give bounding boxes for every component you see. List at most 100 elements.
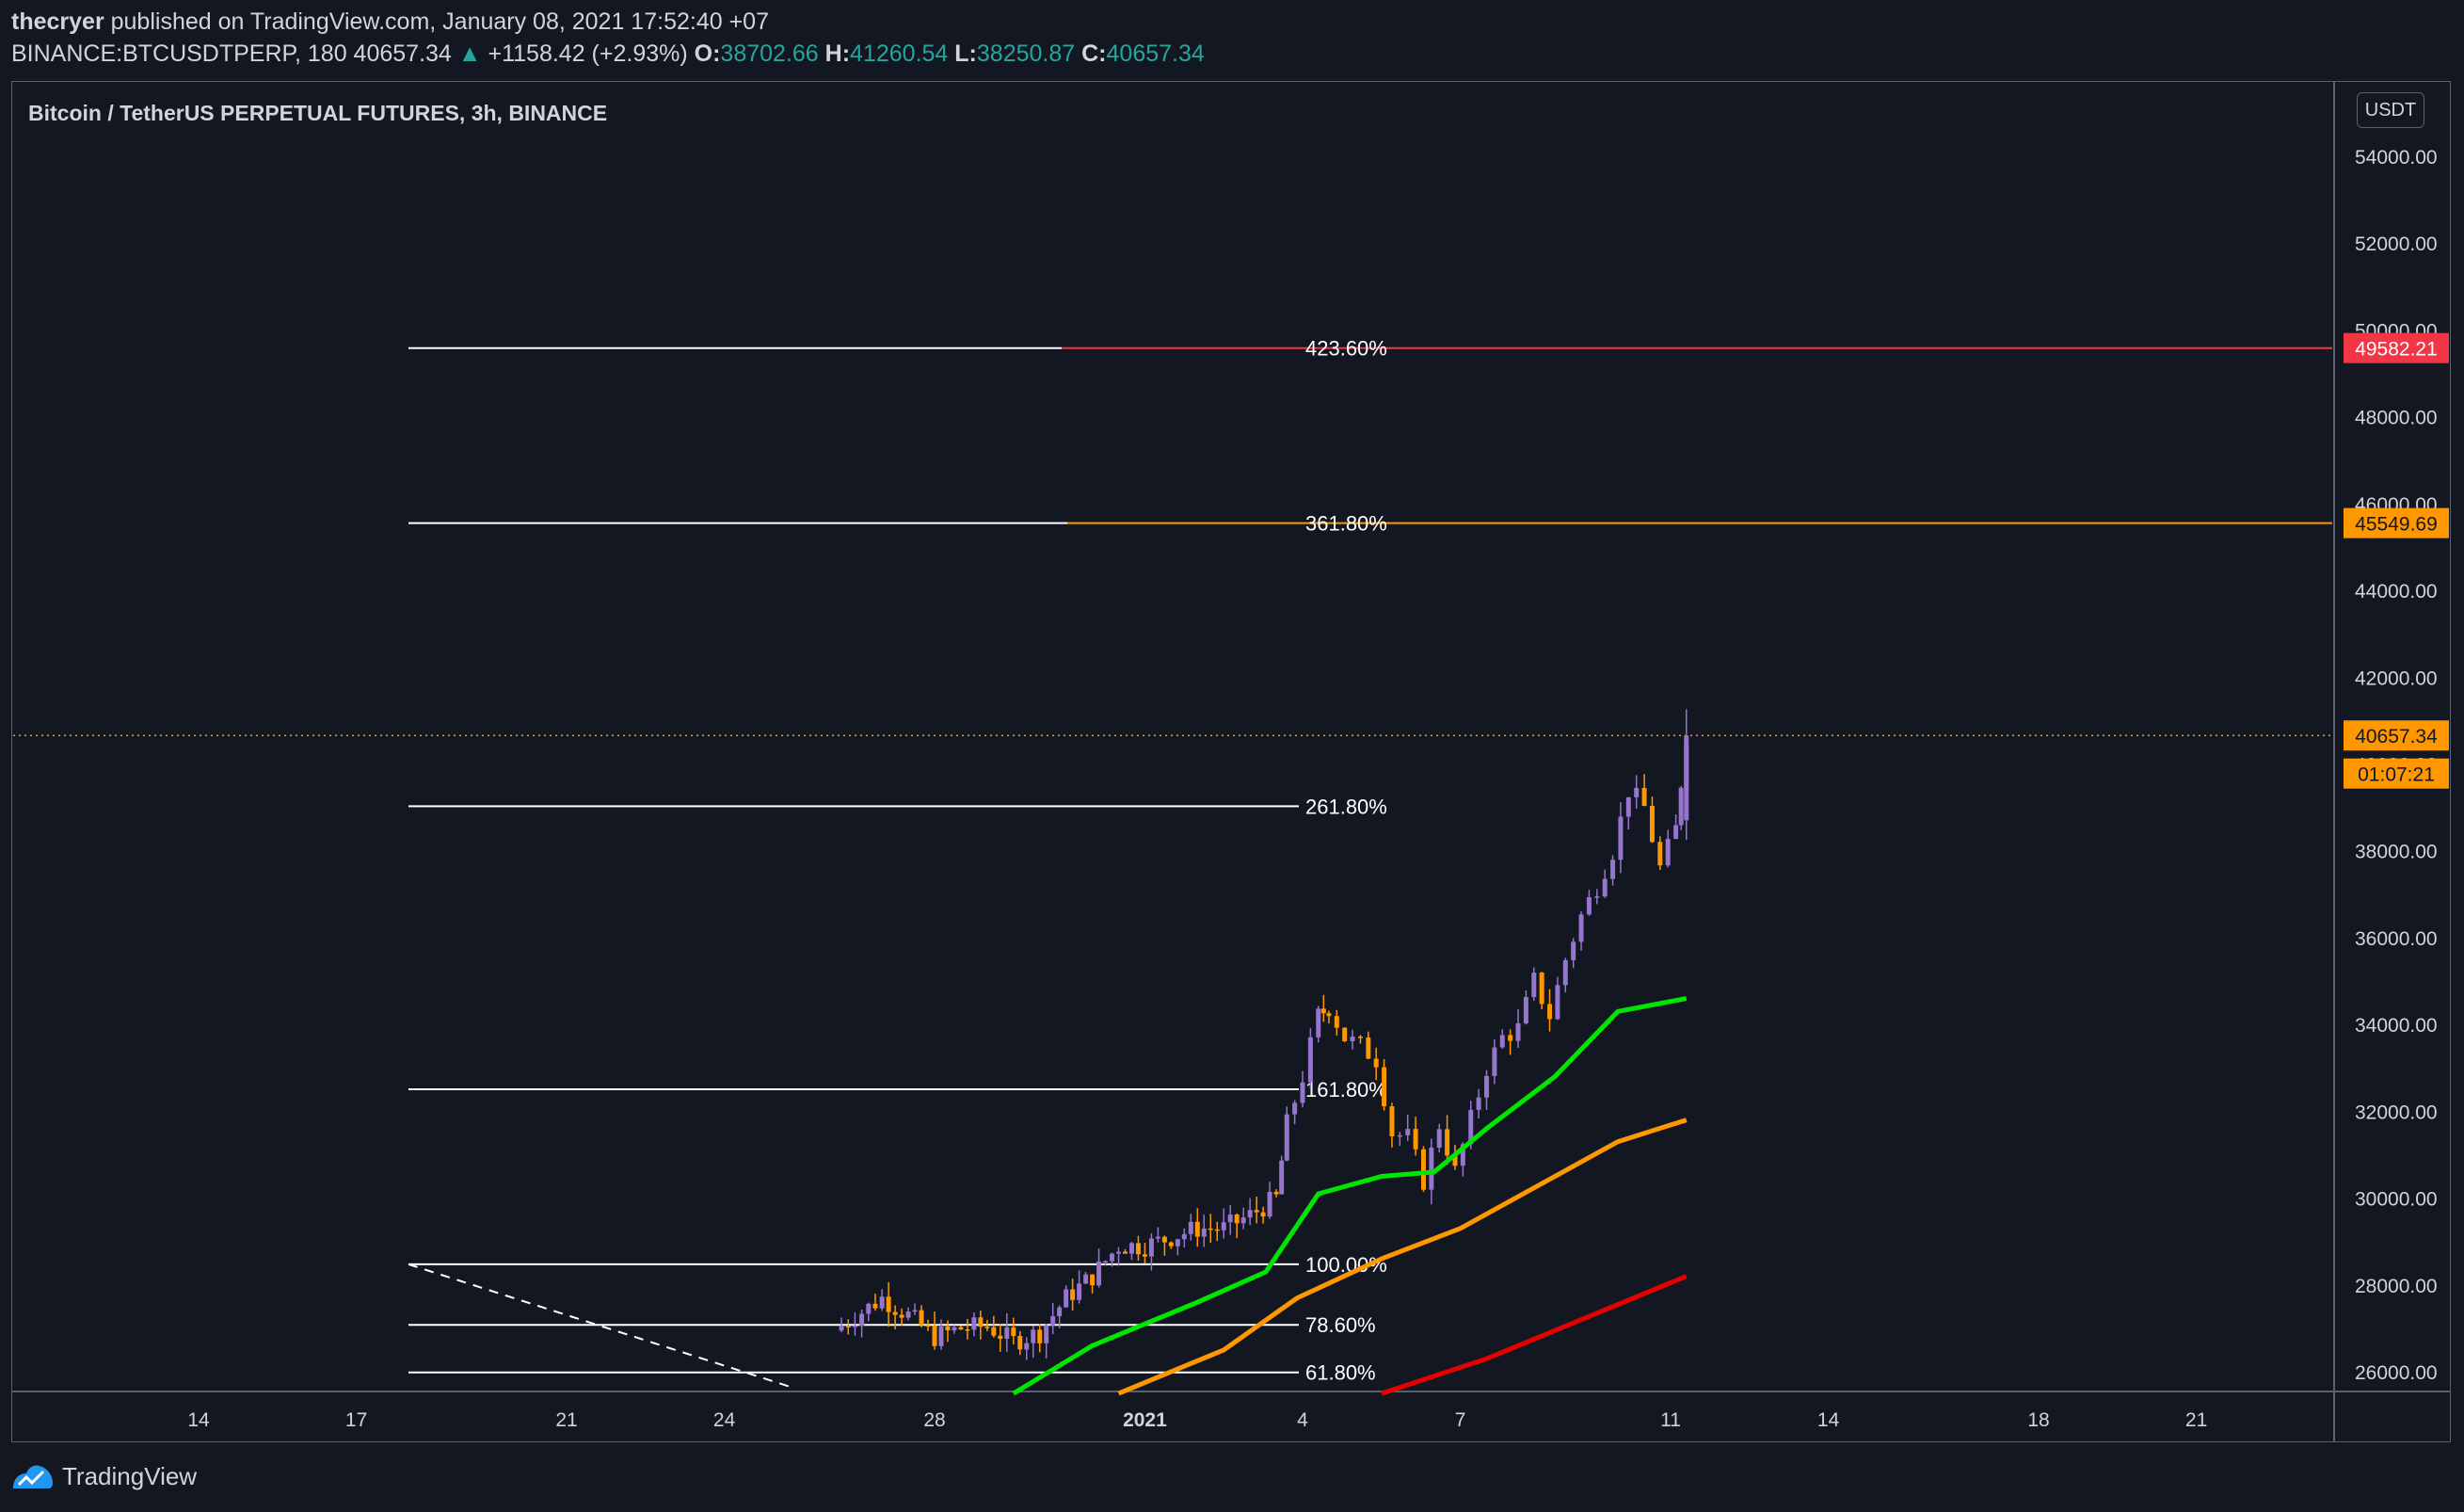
y-tick-label: 32000.00 bbox=[2355, 1102, 2438, 1123]
x-tick-label: 17 bbox=[345, 1409, 367, 1431]
candle-body bbox=[958, 1327, 964, 1330]
candle-body bbox=[1050, 1316, 1056, 1326]
candle-body bbox=[945, 1326, 951, 1331]
candle-body bbox=[1307, 1037, 1313, 1083]
candle-body bbox=[1148, 1238, 1154, 1257]
candle-body bbox=[1602, 878, 1608, 897]
candle-body bbox=[1096, 1261, 1102, 1286]
price-tag-fib-423: 49582.21 bbox=[2344, 332, 2449, 363]
candle-body bbox=[1405, 1129, 1411, 1135]
candle-body bbox=[1397, 1134, 1402, 1137]
candle-body bbox=[1273, 1191, 1279, 1195]
price-tag-countdown: 01:07:21 bbox=[2344, 758, 2449, 789]
candle-body bbox=[1103, 1261, 1109, 1263]
y-tick-label: 34000.00 bbox=[2355, 1015, 2438, 1037]
close-value: 40657.34 bbox=[1106, 40, 1205, 67]
candle-body bbox=[1342, 1027, 1348, 1041]
candle-body bbox=[845, 1326, 851, 1327]
candle-body bbox=[1135, 1243, 1141, 1255]
candle-body bbox=[1142, 1254, 1147, 1257]
candle-body bbox=[1492, 1047, 1497, 1076]
currency-unit-button[interactable]: USDT bbox=[2357, 92, 2424, 128]
candle-body bbox=[1555, 985, 1560, 1020]
fib-label: 161.80% bbox=[1305, 1078, 1387, 1102]
candle-body bbox=[1547, 1004, 1553, 1020]
candle-body bbox=[1011, 1327, 1016, 1337]
candle-body bbox=[1326, 1013, 1332, 1017]
price-tag-bg bbox=[2344, 332, 2449, 363]
candle-body bbox=[1523, 997, 1528, 1023]
candle-body bbox=[1267, 1191, 1272, 1217]
candle-body bbox=[1586, 897, 1592, 915]
x-tick-label: 11 bbox=[1660, 1409, 1681, 1431]
high-label: H: bbox=[824, 40, 851, 67]
candle-body bbox=[1684, 735, 1689, 821]
candle-body bbox=[1201, 1228, 1207, 1237]
candle-body bbox=[1168, 1242, 1174, 1247]
ema-slow-line bbox=[1381, 1274, 1688, 1396]
y-tick-label: 48000.00 bbox=[2355, 408, 2438, 429]
candle-body bbox=[938, 1326, 944, 1346]
candle-body bbox=[1292, 1102, 1298, 1115]
y-tick-label: 30000.00 bbox=[2355, 1189, 2438, 1211]
candle-body bbox=[1413, 1129, 1418, 1150]
candle-body bbox=[1420, 1149, 1426, 1190]
price-tag-text: 40657.34 bbox=[2355, 726, 2438, 748]
last-price-value: 40657.34 bbox=[353, 40, 452, 67]
candle-body bbox=[1122, 1251, 1128, 1254]
publish-header: thecryer published on TradingView.com, J… bbox=[11, 6, 769, 38]
fib-label: 423.60% bbox=[1305, 337, 1387, 361]
candle-body bbox=[1373, 1058, 1379, 1068]
candles-layer[interactable] bbox=[839, 709, 1689, 1360]
candle-body bbox=[1515, 1022, 1521, 1041]
candle-body bbox=[919, 1310, 924, 1326]
footer-brand[interactable]: TradingView bbox=[11, 1457, 197, 1495]
candle-body bbox=[1389, 1106, 1395, 1136]
candle-body bbox=[965, 1329, 970, 1331]
price-tag-text: 01:07:21 bbox=[2358, 764, 2435, 786]
candle-body bbox=[872, 1303, 878, 1309]
candle-body bbox=[839, 1326, 844, 1331]
candle-body bbox=[1531, 973, 1537, 998]
candle-body bbox=[1320, 1008, 1326, 1014]
moving-averages-layer bbox=[1012, 996, 1688, 1396]
candle-body bbox=[1316, 1008, 1321, 1037]
x-tick-label: 21 bbox=[555, 1409, 577, 1431]
candle-body bbox=[978, 1317, 984, 1327]
candle-body bbox=[1625, 796, 1631, 817]
price-change: +1158.42 (+2.93%) bbox=[488, 40, 688, 67]
candle-body bbox=[1247, 1210, 1253, 1218]
candle-body bbox=[991, 1327, 997, 1336]
candle-body bbox=[1499, 1035, 1505, 1048]
candle-body bbox=[1004, 1327, 1010, 1339]
y-tick-label: 36000.00 bbox=[2355, 928, 2438, 950]
candle-body bbox=[1083, 1274, 1089, 1284]
trendline-layer[interactable] bbox=[13, 734, 2332, 1389]
x-tick-label: 18 bbox=[2027, 1409, 2049, 1431]
chart-frame[interactable] bbox=[11, 81, 2451, 1442]
fib-label: 61.80% bbox=[1305, 1361, 1376, 1385]
tradingview-logo-icon bbox=[13, 1465, 53, 1488]
candle-body bbox=[1260, 1212, 1266, 1217]
author-name[interactable]: thecryer bbox=[11, 8, 104, 35]
x-tick-label: 14 bbox=[187, 1409, 210, 1431]
y-tick-label: 28000.00 bbox=[2355, 1276, 2438, 1297]
candle-body bbox=[1017, 1336, 1023, 1350]
candle-body bbox=[1334, 1016, 1339, 1028]
candle-body bbox=[879, 1296, 885, 1309]
chart-title: Bitcoin / TetherUS PERPETUAL FUTURES, 3h… bbox=[28, 101, 607, 125]
ema-fast-line bbox=[1012, 996, 1688, 1396]
candle-body bbox=[866, 1303, 872, 1314]
candle-body bbox=[1641, 787, 1647, 806]
fib-extension-layer[interactable]: 423.60%361.80%261.80%161.80%100.00%78.60… bbox=[408, 337, 2332, 1385]
candle-body bbox=[905, 1311, 911, 1318]
x-tick-label: 7 bbox=[1455, 1409, 1466, 1431]
open-label: O: bbox=[694, 40, 721, 67]
published-text: published on TradingView.com, January 08… bbox=[110, 8, 769, 35]
candle-body bbox=[1508, 1035, 1513, 1041]
candle-body bbox=[1284, 1114, 1289, 1161]
candle-body bbox=[1357, 1037, 1363, 1038]
candle-body bbox=[1070, 1289, 1076, 1300]
candle-body bbox=[892, 1311, 898, 1315]
